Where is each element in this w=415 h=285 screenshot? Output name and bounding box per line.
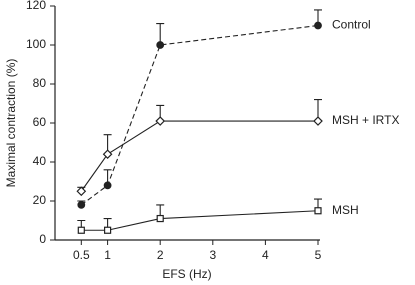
y-tick-label: 0 bbox=[39, 232, 46, 246]
x-tick-label: 0.5 bbox=[73, 248, 90, 262]
marker bbox=[77, 200, 86, 209]
x-tick-label: 2 bbox=[157, 248, 164, 262]
y-tick-label: 40 bbox=[33, 154, 47, 168]
y-tick-label: 60 bbox=[33, 115, 47, 129]
marker bbox=[314, 21, 322, 30]
x-tick-label: 1 bbox=[104, 248, 111, 262]
marker bbox=[156, 41, 165, 49]
marker bbox=[314, 207, 322, 215]
series-label: MSH bbox=[332, 203, 359, 217]
y-axis-label: Maximal contraction (%) bbox=[4, 59, 18, 188]
marker bbox=[103, 226, 112, 234]
marker bbox=[313, 116, 323, 126]
y-tick-label: 20 bbox=[33, 193, 47, 207]
marker bbox=[103, 181, 112, 190]
x-tick-label: 5 bbox=[315, 248, 322, 262]
marker bbox=[102, 149, 113, 160]
series-line bbox=[81, 210, 319, 231]
marker bbox=[155, 116, 166, 126]
x-tick-label: 3 bbox=[209, 248, 216, 262]
series-line bbox=[80, 24, 319, 206]
x-axis-label: EFS (Hz) bbox=[162, 267, 211, 281]
marker bbox=[77, 226, 85, 234]
marker bbox=[76, 186, 87, 197]
y-tick-label: 100 bbox=[26, 37, 46, 51]
marker bbox=[156, 214, 164, 223]
x-tick-label: 4 bbox=[262, 248, 269, 262]
series-label: Control bbox=[332, 18, 371, 32]
series-label: MSH + IRTX bbox=[332, 113, 399, 127]
series-line bbox=[80, 120, 318, 192]
y-tick-label: 120 bbox=[26, 0, 46, 12]
y-tick-label: 80 bbox=[33, 76, 47, 90]
